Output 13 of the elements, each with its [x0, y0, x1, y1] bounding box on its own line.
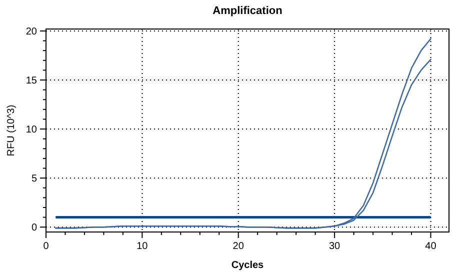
- x-axis-title: Cycles: [231, 260, 264, 271]
- chart-title: Amplification: [212, 5, 283, 17]
- x-tick-label: 20: [232, 241, 244, 252]
- y-tick-label: 0: [31, 222, 38, 234]
- x-tick-label: 40: [425, 241, 437, 252]
- y-axis-title: RFU (10^3): [6, 104, 17, 156]
- x-tick-label: 30: [328, 241, 341, 252]
- x-tick-label: 0: [43, 241, 50, 252]
- y-tick-label: 5: [31, 174, 38, 185]
- y-tick-label: 20: [26, 26, 38, 38]
- y-tick-label: 10: [26, 124, 38, 136]
- x-tick-label: 10: [136, 241, 148, 252]
- y-tick-label: 15: [26, 75, 38, 86]
